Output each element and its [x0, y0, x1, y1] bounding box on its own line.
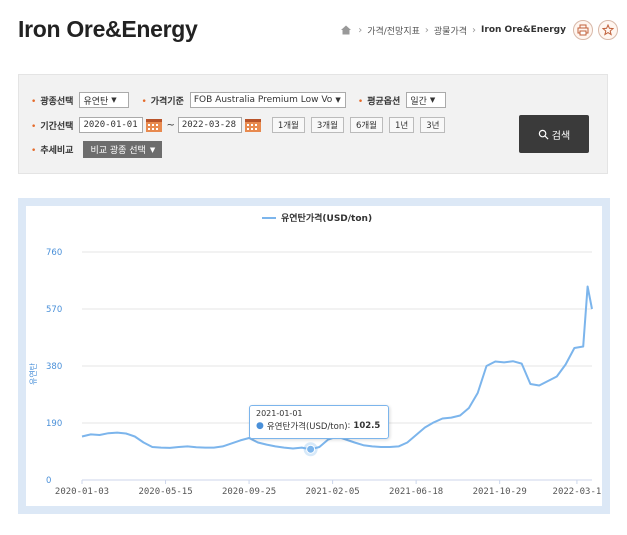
tooltip-value: 102.5 [353, 421, 381, 431]
breadcrumb-separator: › [424, 24, 429, 36]
hover-point [306, 444, 316, 454]
series-marker-icon: ● [256, 421, 264, 431]
avg-option-select[interactable]: 일간 ▼ [406, 92, 447, 108]
breadcrumb-separator: › [358, 24, 363, 36]
filter-row-period: • 기간선택 2020-01-01 ~ 2022-03-28 1개월 3개월 6개… [31, 117, 446, 133]
y-tick-label: 760 [46, 248, 62, 258]
price-chart: 유연탄가격(USD/ton) 760 570 380 190 0 유연탄 2020-01-03… [28, 212, 602, 497]
search-button[interactable]: 검색 [519, 115, 589, 153]
filter-row-compare: • 추세비교 비교 광종 선택 ▼ [31, 141, 163, 158]
avg-option-label: • 평균옵션 [357, 96, 401, 107]
chart-tooltip: 2021-01-01 ● 유연탄가격(USD/ton): 102.5 [249, 405, 389, 439]
breadcrumb-separator: › [472, 24, 477, 36]
page-header: Iron Ore&Energy › 가격/전망지표 › 광물가격 › Iron … [18, 16, 618, 50]
y-tick-label: 190 [46, 419, 62, 429]
x-tick-label: 2021-06-18 [389, 487, 443, 497]
chevron-down-icon: ▼ [335, 96, 341, 104]
print-icon [577, 24, 589, 36]
breadcrumb-item-mineral-price[interactable]: 광물가격 [433, 26, 468, 37]
x-tick-label: 2021-02-05 [306, 487, 360, 497]
chart-legend-label: 유연탄가격(USD/ton) [281, 212, 372, 224]
date-from-input[interactable]: 2020-01-01 [79, 117, 144, 133]
tooltip-value-line: ● 유연탄가격(USD/ton): 102.5 [256, 421, 381, 432]
date-to-input[interactable]: 2022-03-28 [177, 117, 242, 133]
chevron-down-icon: ▼ [111, 96, 117, 104]
x-tick-label: 2021-10-29 [473, 487, 527, 497]
period-button-3-months[interactable]: 3개월 [310, 117, 344, 133]
x-tick-label: 2020-05-15 [138, 487, 192, 497]
breadcrumb-item-price-forecast[interactable]: 가격/전망지표 [367, 26, 420, 37]
compare-mineral-button[interactable]: 비교 광종 선택 ▼ [83, 141, 163, 158]
favorite-button[interactable] [598, 20, 618, 40]
calendar-icon[interactable] [145, 117, 163, 133]
mineral-select[interactable]: 유연탄 ▼ [79, 92, 130, 108]
period-select-label: • 기간선택 [31, 121, 74, 132]
y-tick-label: 0 [46, 476, 51, 486]
breadcrumb: › 가격/전망지표 › 광물가격 › Iron Ore&Energy [340, 20, 618, 40]
period-button-1-month[interactable]: 1개월 [271, 117, 305, 133]
compare-label: • 추세비교 [31, 146, 74, 156]
y-tick-label: 570 [46, 305, 62, 315]
price-basis-select[interactable]: FOB Australia Premium Low Vo ▼ [189, 92, 346, 108]
star-icon [602, 24, 614, 36]
x-tick-label: 2020-01-03 [55, 487, 109, 497]
search-filter-panel: • 광종선택 유연탄 ▼ • 가격기준 FOB Australia Premium L… [18, 74, 608, 174]
period-button-3-years[interactable]: 3년 [420, 117, 446, 133]
date-range-separator: ~ [166, 119, 175, 131]
tooltip-date: 2021-01-01 [256, 409, 303, 418]
page-title: Iron Ore&Energy [18, 16, 198, 42]
chevron-down-icon: ▼ [429, 96, 436, 104]
chevron-down-icon: ▼ [149, 145, 156, 154]
calendar-icon[interactable] [244, 117, 262, 133]
search-icon [538, 129, 549, 140]
mineral-select-label: • 광종선택 [31, 96, 74, 107]
print-button[interactable] [573, 20, 593, 40]
period-button-6-months[interactable]: 6개월 [349, 117, 384, 133]
tooltip-series-label: 유연탄가격(USD/ton) [266, 422, 348, 432]
price-basis-label: • 가격기준 [141, 96, 184, 107]
breadcrumb-item-current[interactable]: Iron Ore&Energy [481, 25, 566, 35]
filter-row-mineral: • 광종선택 유연탄 ▼ • 가격기준 FOB Australia Premium L… [31, 92, 447, 108]
chart-container: 유연탄가격(USD/ton) 760 570 380 190 0 유연탄 2020-01-03… [18, 198, 610, 514]
home-icon[interactable] [340, 24, 352, 36]
chart-panel: 유연탄가격(USD/ton) 760 570 380 190 0 유연탄 2020-01-03… [26, 206, 602, 506]
period-button-1-year[interactable]: 1년 [389, 117, 415, 133]
x-tick-label: 2022-03-1 [553, 487, 602, 497]
y-axis-label: 유연탄 [28, 362, 38, 385]
x-tick-label: 2020-09-25 [222, 487, 276, 497]
y-tick-label: 380 [46, 362, 62, 372]
